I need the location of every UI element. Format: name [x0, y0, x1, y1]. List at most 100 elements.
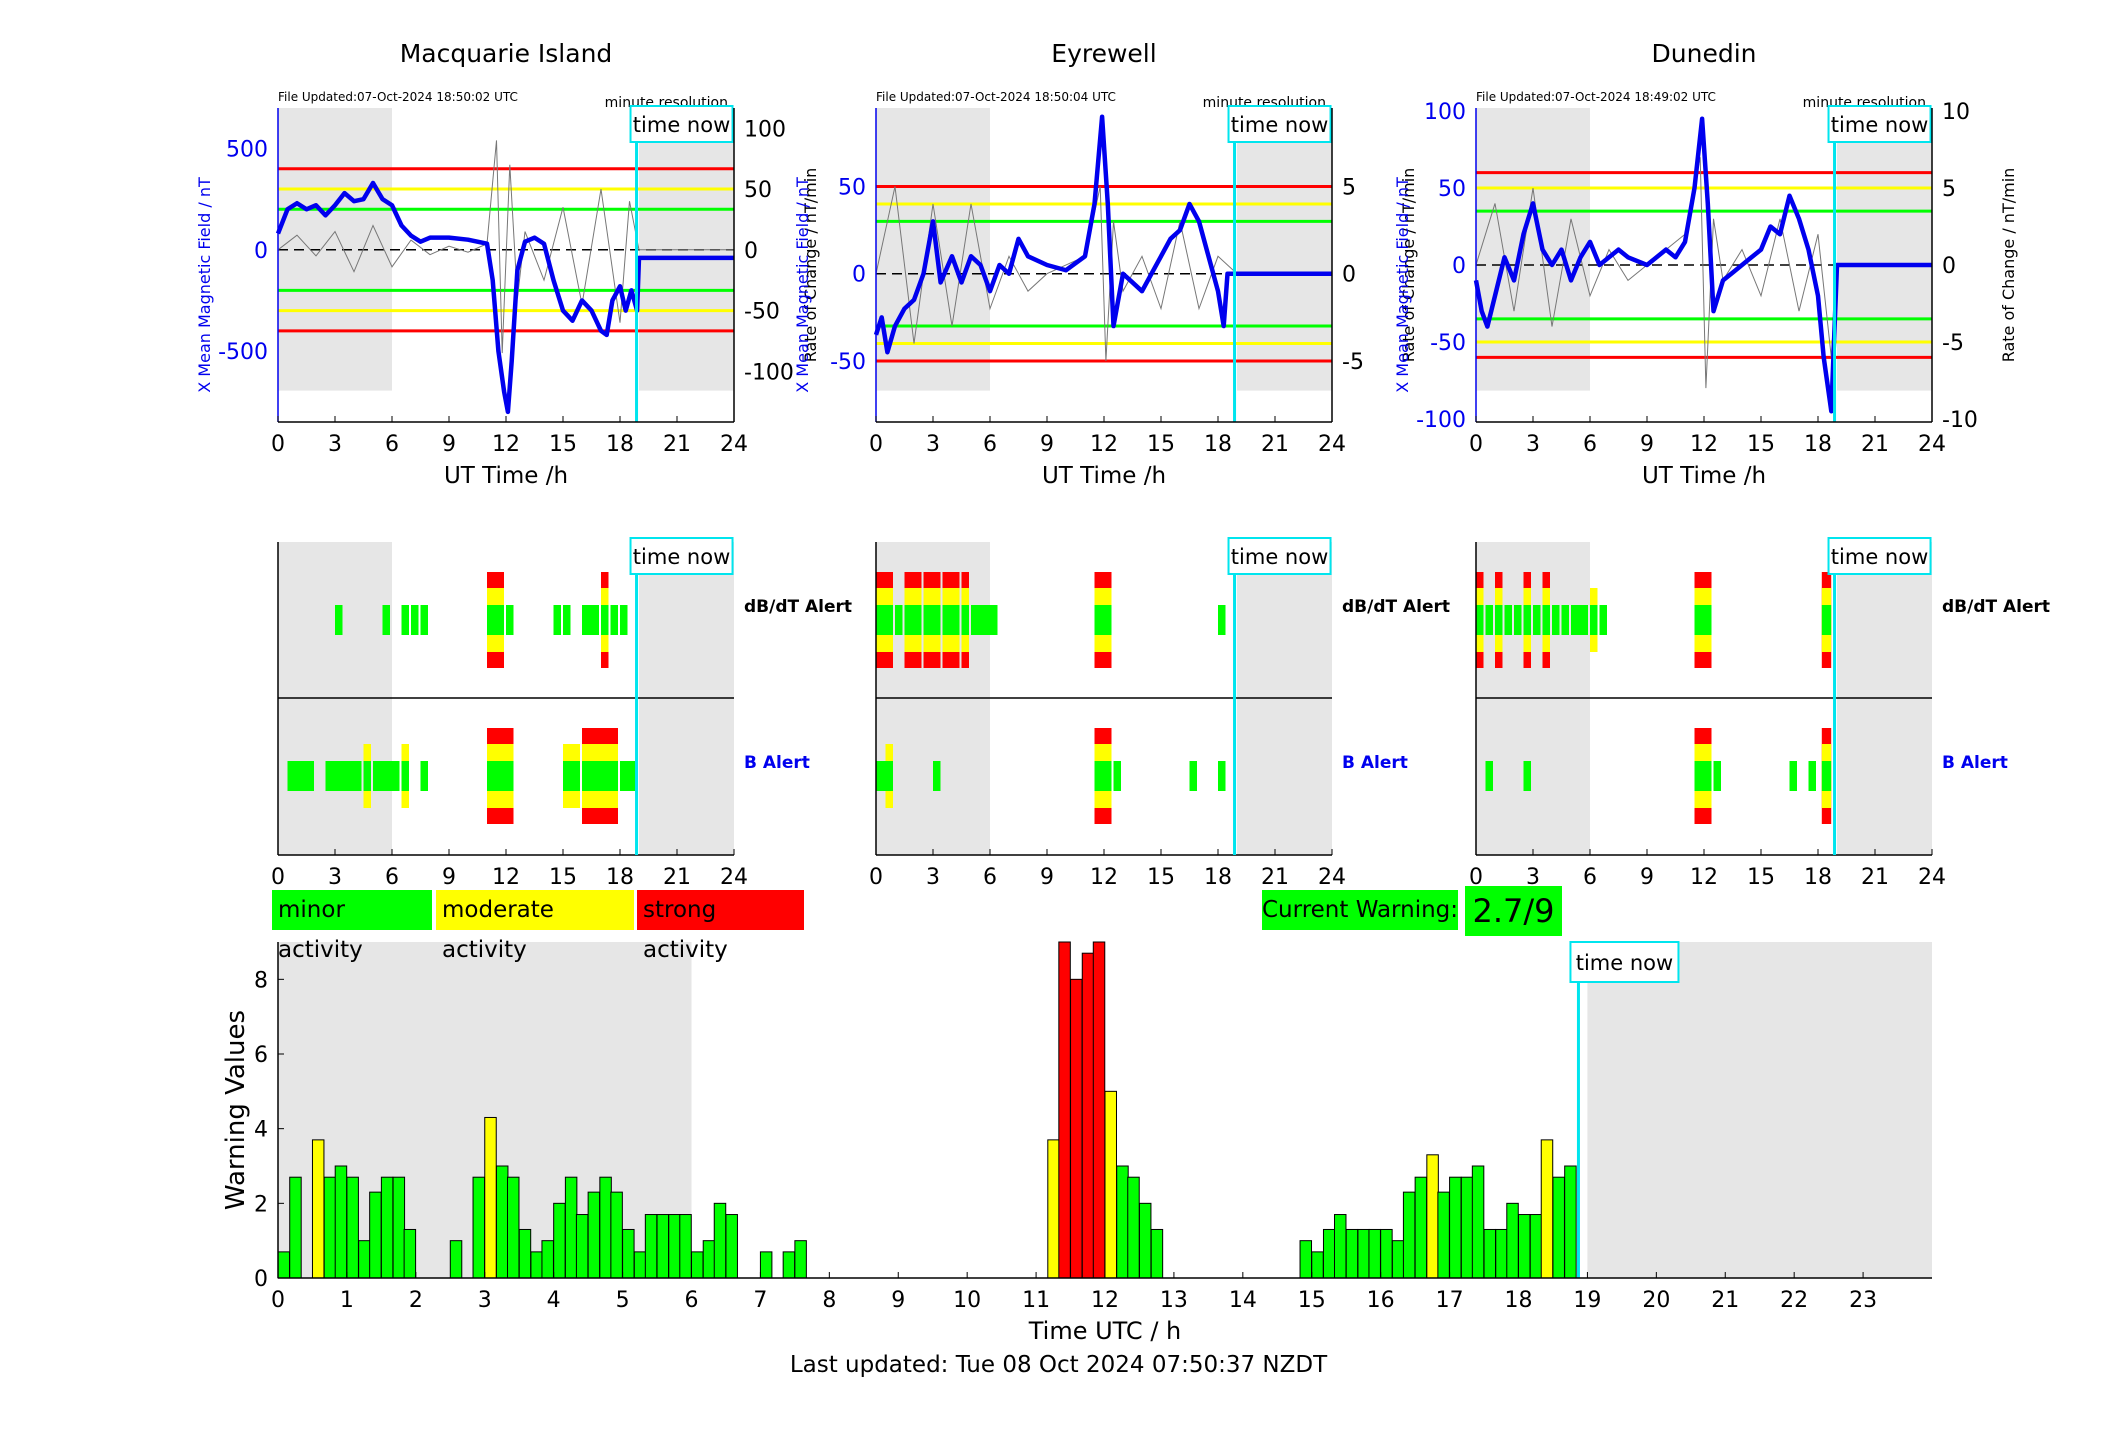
warning-bar [1564, 1165, 1577, 1279]
y-left-tick-label: 100 [1424, 100, 1466, 125]
warning-bar [679, 1214, 692, 1279]
alert-x-tick-label: 18 [606, 865, 634, 890]
y-right-tick-label: 5 [1342, 176, 1356, 201]
warning-bar [1471, 1165, 1485, 1279]
warning-bar [1540, 1139, 1554, 1279]
alert-x-tick-label: 24 [1318, 865, 1346, 890]
y-left-axis-label: X Mean Magnetic Field / nT [195, 177, 214, 393]
db-alert-block-minor [1542, 605, 1550, 635]
alert-time-now-box [629, 537, 734, 575]
warning-y-tick-label: 0 [254, 1267, 268, 1292]
warning-x-tick-label: 16 [1367, 1288, 1395, 1313]
station-title: Dunedin [1652, 39, 1757, 68]
warning-bar [346, 1176, 359, 1279]
warning-y-axis-label: Warning Values [221, 1010, 251, 1210]
alert-x-tick-label: 24 [1918, 865, 1946, 890]
warning-bar [564, 1176, 578, 1279]
x-tick-label: 12 [1690, 432, 1718, 457]
file-updated-text: File Updated:07-Oct-2024 18:49:02 UTC [1476, 90, 1716, 104]
warning-x-tick-label: 5 [616, 1288, 630, 1313]
warning-bar [1460, 1176, 1474, 1279]
b-alert-block-minor [563, 761, 580, 791]
y-left-axis-label: X Mean Magnetic Field / nT [1393, 177, 1412, 393]
b-alert-block-minor [363, 761, 371, 791]
warning-bar [644, 1214, 658, 1279]
db-alert-block-minor [1495, 605, 1503, 635]
magnetic-field-trace [873, 114, 1332, 355]
alert-x-tick-label: 0 [1469, 865, 1483, 890]
warning-bar [1311, 1251, 1324, 1279]
warning-bar [702, 1240, 716, 1279]
y-right-tick-label: 5 [1942, 177, 1956, 202]
alert-x-tick-label: 21 [1861, 865, 1889, 890]
db-alert-block-minor [1561, 605, 1569, 635]
x-tick-label: 0 [869, 432, 883, 457]
b-alert-block-minor [620, 761, 637, 791]
x-tick-label: 18 [606, 432, 634, 457]
warning-time-now-box [1569, 941, 1680, 983]
x-tick-label: 12 [1090, 432, 1118, 457]
db-alert-block-minor [382, 605, 390, 635]
x-tick-label: 3 [1526, 432, 1540, 457]
warning-bar [277, 1251, 290, 1279]
x-tick-label: 21 [663, 432, 691, 457]
b-alert-label: B Alert [1942, 753, 2008, 773]
x-tick-label: 9 [1640, 432, 1654, 457]
warning-bar [713, 1202, 727, 1279]
warning-bar [1391, 1240, 1405, 1279]
db-alert-block-minor [1514, 605, 1522, 635]
warning-bar [1518, 1214, 1531, 1279]
warning-x-tick-label: 23 [1849, 1288, 1877, 1313]
warning-bar [369, 1191, 382, 1279]
y-left-tick-label: 0 [852, 263, 866, 288]
warning-x-tick-label: 9 [891, 1288, 905, 1313]
legend-strong: strong activity [637, 890, 804, 963]
warning-y-tick-label: 8 [254, 968, 268, 993]
warning-x-tick-label: 15 [1298, 1288, 1326, 1313]
magnetic-field-trace [1473, 116, 1932, 414]
y-right-tick-label: -50 [744, 300, 780, 325]
x-tick-label: 12 [492, 432, 520, 457]
warning-bar [622, 1228, 635, 1279]
b-alert-block-minor [1094, 761, 1112, 791]
warning-bar [334, 1165, 348, 1279]
x-tick-label: 3 [328, 432, 342, 457]
shade-region [876, 108, 990, 391]
db-alert-block-minor [1476, 605, 1484, 635]
warning-bar [782, 1251, 796, 1279]
warning-bar [358, 1240, 371, 1279]
warning-bar [1116, 1165, 1129, 1279]
db-alert-block-minor [1533, 605, 1541, 635]
b-alert-block-minor [1713, 761, 1721, 791]
warning-bar [1506, 1202, 1519, 1279]
warning-x-tick-label: 19 [1573, 1288, 1601, 1313]
b-alert-label: B Alert [1342, 753, 1408, 773]
y-right-tick-label: 0 [1342, 263, 1356, 288]
x-tick-label: 18 [1804, 432, 1832, 457]
warning-bar [1495, 1228, 1508, 1279]
warning-bar [403, 1228, 417, 1279]
warning-bar [1322, 1228, 1336, 1279]
warning-bar [1058, 941, 1071, 1279]
b-alert-block-minor [1821, 761, 1832, 791]
b-alert-block-minor [1113, 761, 1121, 791]
warning-x-tick-label: 10 [953, 1288, 981, 1313]
warning-bar [610, 1191, 623, 1279]
db-alert-block-minor [1485, 605, 1493, 635]
alert-x-tick-label: 12 [1090, 865, 1118, 890]
warning-x-tick-label: 1 [340, 1288, 354, 1313]
station-title: Macquarie Island [400, 39, 613, 68]
rate-of-change-trace [1475, 157, 1932, 389]
b-alert-block-minor [401, 761, 409, 791]
x-tick-label: 21 [1261, 432, 1289, 457]
warning-bar [1345, 1228, 1359, 1279]
warning-bar [1127, 1176, 1140, 1279]
db-alert-block-minor [553, 605, 561, 635]
x-axis-label: UT Time /h [1642, 463, 1766, 489]
warning-bar [587, 1191, 601, 1279]
b-alert-block-minor [1485, 761, 1493, 791]
db-alert-block-minor [1571, 605, 1588, 635]
y-right-axis-label: Rate of Change / nT/min [1999, 168, 2018, 363]
db-alert-block-minor [923, 605, 941, 635]
warning-bar [1529, 1214, 1543, 1279]
